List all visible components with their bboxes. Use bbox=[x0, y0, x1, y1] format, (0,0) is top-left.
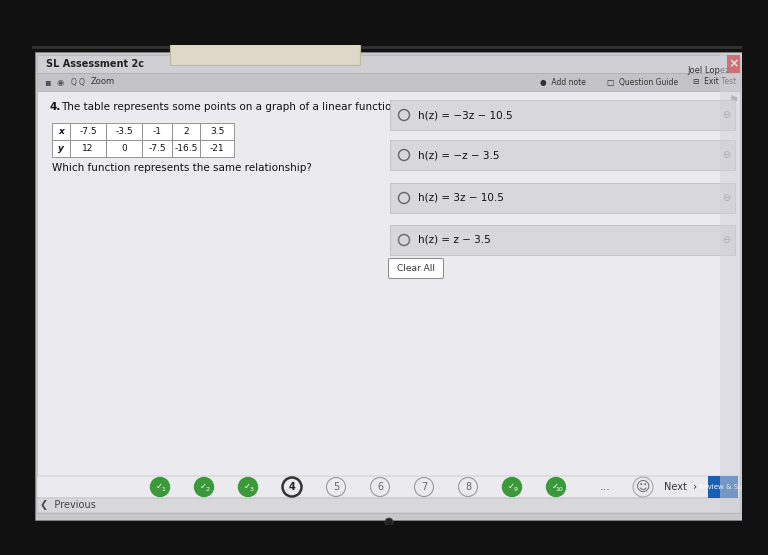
Text: h(z) = z − 3.5: h(z) = z − 3.5 bbox=[418, 235, 491, 245]
Bar bbox=[35, 52, 743, 520]
Bar bbox=[720, 53, 742, 513]
Text: Review & Sub: Review & Sub bbox=[699, 484, 747, 490]
Text: ×: × bbox=[728, 58, 739, 70]
Text: ✓: ✓ bbox=[155, 482, 163, 491]
Text: h(z) = −3z − 10.5: h(z) = −3z − 10.5 bbox=[418, 110, 512, 120]
Text: ⊖: ⊖ bbox=[722, 110, 730, 120]
Circle shape bbox=[239, 477, 257, 497]
Text: ✓: ✓ bbox=[551, 482, 558, 491]
Bar bbox=[708, 476, 738, 498]
Text: ✓: ✓ bbox=[243, 482, 250, 491]
Circle shape bbox=[633, 477, 653, 497]
Text: Which function represents the same relationship?: Which function represents the same relat… bbox=[52, 163, 312, 173]
Text: ⚑: ⚑ bbox=[728, 95, 738, 105]
Text: 12: 12 bbox=[82, 144, 94, 153]
Text: SL Assessment 2c: SL Assessment 2c bbox=[46, 59, 144, 69]
Bar bbox=[106, 140, 142, 157]
Bar bbox=[390, 225, 735, 255]
Text: ☺: ☺ bbox=[636, 480, 650, 494]
Polygon shape bbox=[170, 0, 450, 65]
Text: 4: 4 bbox=[289, 482, 296, 492]
Bar bbox=[172, 140, 200, 157]
Text: 3.5: 3.5 bbox=[210, 127, 224, 136]
Text: Q: Q bbox=[71, 78, 77, 87]
Text: ⊟  Exit Test: ⊟ Exit Test bbox=[693, 78, 737, 87]
Text: h(z) = −z − 3.5: h(z) = −z − 3.5 bbox=[418, 150, 499, 160]
Bar bbox=[142, 140, 172, 157]
Text: ❮  Previous: ❮ Previous bbox=[40, 501, 96, 511]
Text: 7: 7 bbox=[421, 482, 427, 492]
Text: -3.5: -3.5 bbox=[115, 127, 133, 136]
Bar bbox=[390, 140, 735, 170]
Bar bbox=[390, 100, 735, 130]
Text: 5: 5 bbox=[333, 482, 339, 492]
Bar bbox=[200, 140, 234, 157]
Text: 6: 6 bbox=[377, 482, 383, 492]
Bar bbox=[52, 140, 70, 157]
Bar bbox=[37, 498, 740, 513]
Text: -1: -1 bbox=[153, 127, 161, 136]
Circle shape bbox=[547, 477, 565, 497]
Text: ●  Add note: ● Add note bbox=[540, 78, 586, 87]
Circle shape bbox=[385, 518, 393, 526]
Text: 1: 1 bbox=[161, 487, 165, 492]
Text: ⊖: ⊖ bbox=[722, 235, 730, 245]
Text: ...: ... bbox=[600, 482, 611, 492]
Text: y: y bbox=[58, 144, 64, 153]
Text: -7.5: -7.5 bbox=[79, 127, 97, 136]
Bar bbox=[37, 91, 740, 513]
Circle shape bbox=[194, 477, 214, 497]
Text: Next  ›: Next › bbox=[664, 482, 697, 492]
Bar bbox=[0, 0, 768, 45]
Bar bbox=[28, 47, 750, 527]
Text: Clear All: Clear All bbox=[397, 264, 435, 273]
Text: -21: -21 bbox=[210, 144, 224, 153]
Circle shape bbox=[502, 477, 521, 497]
FancyBboxPatch shape bbox=[389, 259, 443, 279]
Bar bbox=[70, 123, 106, 140]
Text: x: x bbox=[58, 127, 64, 136]
Text: Q: Q bbox=[79, 78, 85, 87]
Text: h(z) = 3z − 10.5: h(z) = 3z − 10.5 bbox=[418, 193, 504, 203]
Bar bbox=[727, 55, 740, 73]
Text: 8: 8 bbox=[465, 482, 471, 492]
Bar bbox=[106, 123, 142, 140]
Bar bbox=[0, 525, 768, 555]
Text: 3: 3 bbox=[250, 487, 253, 492]
Text: ⊖: ⊖ bbox=[722, 193, 730, 203]
Text: 0: 0 bbox=[121, 144, 127, 153]
Text: 9: 9 bbox=[514, 487, 518, 492]
Text: ✓: ✓ bbox=[508, 482, 515, 491]
Bar bbox=[172, 123, 200, 140]
Circle shape bbox=[151, 477, 170, 497]
Text: ✓: ✓ bbox=[200, 482, 207, 491]
Text: ⊖: ⊖ bbox=[722, 150, 730, 160]
Bar bbox=[390, 183, 735, 213]
Text: 2: 2 bbox=[206, 487, 210, 492]
Bar bbox=[200, 123, 234, 140]
Text: 4.: 4. bbox=[50, 102, 61, 112]
Bar bbox=[37, 476, 740, 498]
Text: Zoom: Zoom bbox=[91, 78, 115, 87]
Text: □  Question Guide: □ Question Guide bbox=[607, 78, 678, 87]
Text: The table represents some points on a graph of a linear function.: The table represents some points on a gr… bbox=[61, 102, 402, 112]
Bar bbox=[0, 0, 32, 555]
Bar bbox=[70, 140, 106, 157]
Bar bbox=[142, 123, 172, 140]
Bar bbox=[742, 0, 768, 555]
Text: 10: 10 bbox=[555, 487, 564, 492]
Text: -7.5: -7.5 bbox=[148, 144, 166, 153]
Bar bbox=[52, 123, 70, 140]
Text: 2: 2 bbox=[184, 127, 189, 136]
Text: ▪: ▪ bbox=[44, 77, 51, 87]
Text: ◉: ◉ bbox=[56, 78, 64, 87]
Text: Joel Lopez: Joel Lopez bbox=[687, 66, 730, 75]
Text: -16.5: -16.5 bbox=[174, 144, 197, 153]
Bar bbox=[37, 73, 740, 91]
Bar bbox=[37, 55, 740, 73]
